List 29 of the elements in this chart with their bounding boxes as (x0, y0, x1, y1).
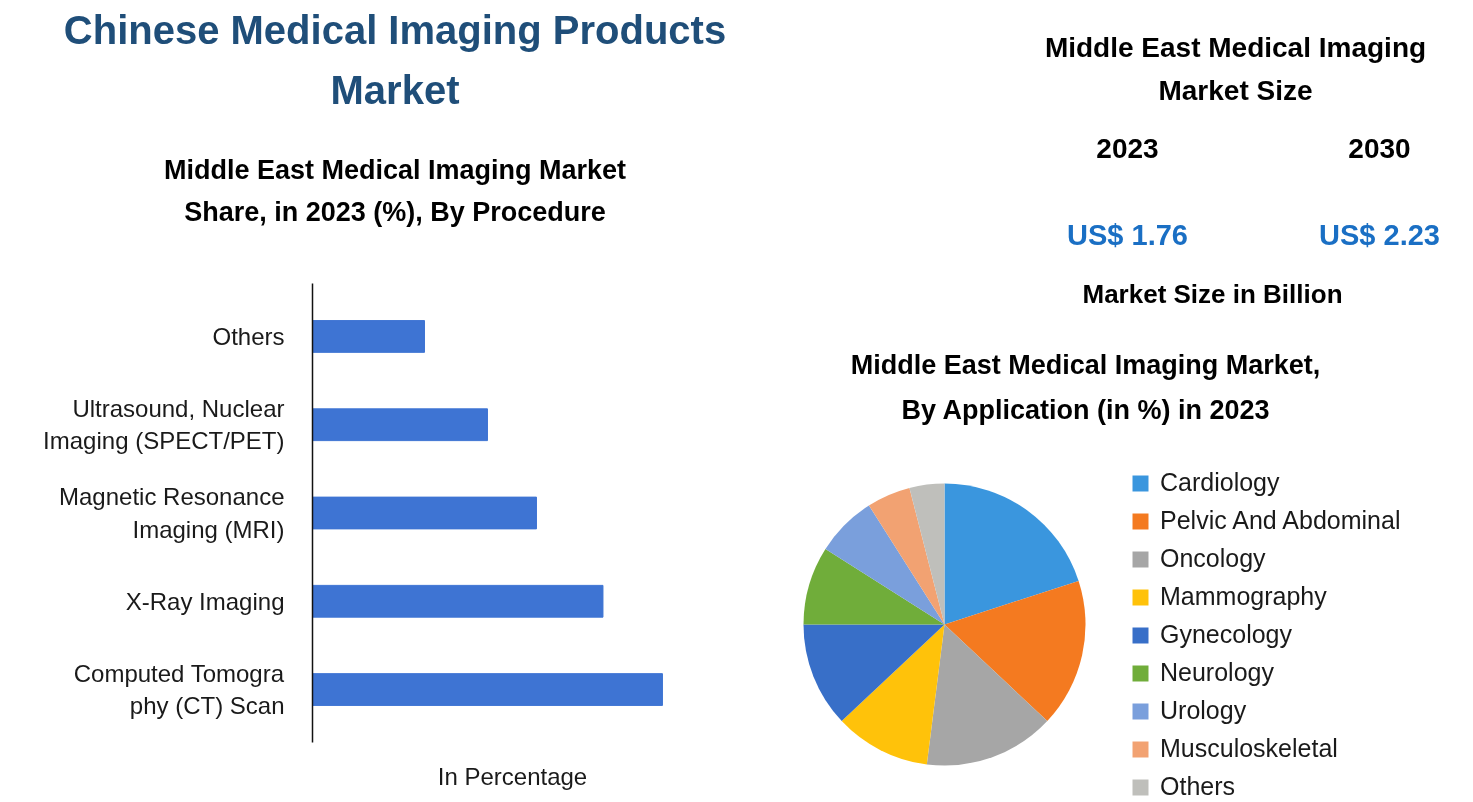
bar (312, 496, 537, 530)
text: US$ 1.76 (1067, 218, 1188, 251)
text: Market Size in Billion (1082, 278, 1343, 309)
legend-label: Neurology (1160, 658, 1274, 687)
text: US$ 2.23 (1319, 218, 1440, 251)
legend-label: Mammography (1160, 582, 1327, 611)
chart-subtitle: Middle East Medical Imaging Market Share, in 2023 (%), By Procedure (163, 154, 627, 229)
category-label: 2023 (1096, 133, 1159, 164)
y-tick-label: Ultrasound, Nuclear Imaging (SPECT/PET) (43, 395, 285, 455)
bar (312, 673, 663, 706)
legend-label: Pelvic And Abdominal (1160, 506, 1401, 535)
legend-label: Musculoskeletal (1160, 734, 1338, 763)
legend-label: Oncology (1160, 544, 1266, 573)
y-tick-label: Computed Tomogra phy (CT) Scan (73, 659, 285, 720)
legend-label: Gynecology (1160, 620, 1293, 649)
x-axis-title: In Percentage (437, 762, 588, 790)
legend-label: Others (1160, 772, 1236, 801)
bar (312, 320, 425, 353)
category-label: 2030 (1348, 133, 1411, 164)
text: Middle East Medical Imaging Market Size (1044, 32, 1427, 106)
y-tick-label: X-Ray Imaging (125, 587, 285, 615)
chart-title: Middle East Medical Imaging Market, By Application (in %) in 2023 (850, 349, 1321, 427)
y-tick-label: Others (212, 322, 285, 350)
y-tick-label: Magnetic Resonance Imaging (MRI) (59, 483, 285, 543)
chart-title: Chinese Medical Imaging Products Market (63, 7, 727, 114)
legend-label: Cardiology (1160, 468, 1280, 497)
legend-label: Urology (1160, 696, 1247, 725)
bar (312, 408, 488, 442)
bar (312, 584, 604, 618)
